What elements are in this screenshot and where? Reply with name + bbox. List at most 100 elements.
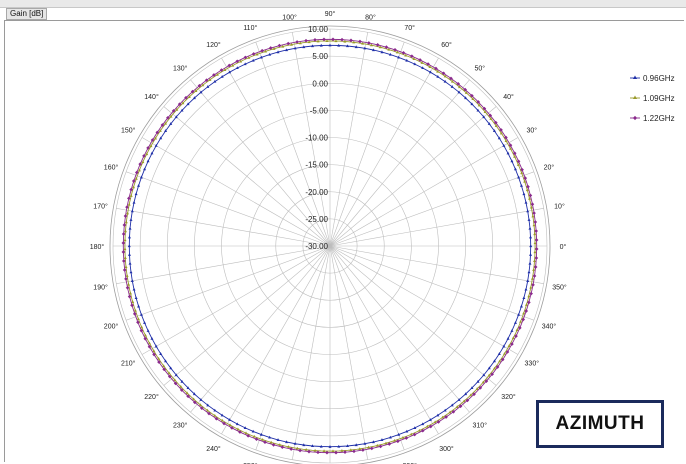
series-marker: [154, 143, 158, 147]
series-marker: [455, 405, 459, 408]
grid-spoke: [329, 57, 439, 247]
series-marker: [458, 85, 462, 89]
series-marker: [343, 39, 347, 43]
series-marker: [132, 287, 136, 291]
series-marker: [180, 108, 184, 112]
grid-spoke: [125, 171, 331, 247]
grid-spoke: [329, 208, 544, 247]
series-marker: [175, 107, 179, 111]
series-marker: [171, 109, 176, 113]
series-marker: [487, 122, 491, 125]
series-marker: [150, 151, 154, 155]
series-marker: [470, 386, 474, 390]
series-marker: [510, 329, 514, 332]
series-0.96GHz: [127, 43, 533, 448]
series-marker: [319, 444, 323, 448]
series-marker: [146, 159, 150, 163]
series-marker: [421, 66, 425, 70]
grid-spoke: [163, 106, 331, 247]
series-marker: [531, 214, 535, 218]
series-marker: [136, 317, 140, 321]
angle-tick-label: 190°: [93, 283, 108, 291]
series-marker: [263, 440, 267, 445]
series-marker: [152, 349, 156, 353]
series-marker: [401, 435, 405, 439]
series-marker: [313, 38, 317, 42]
series-marker: [475, 387, 479, 390]
series-marker: [533, 241, 537, 245]
series-marker: [490, 372, 494, 377]
series-marker: [492, 359, 496, 363]
angle-tick-label: 290°: [402, 462, 417, 464]
legend-label: 0.96GHz: [643, 74, 675, 83]
series-1.09GHz: [123, 39, 537, 453]
series-marker: [134, 296, 138, 300]
series-marker: [443, 79, 447, 83]
series-marker: [238, 430, 242, 434]
series-marker: [481, 380, 485, 384]
angle-tick-label: 50°: [474, 65, 485, 73]
series-marker: [244, 431, 248, 435]
series-marker: [349, 38, 353, 43]
series-marker: [528, 197, 532, 200]
series-marker: [129, 194, 133, 197]
series-marker: [131, 300, 135, 304]
series-marker: [378, 444, 383, 449]
angle-tick-label: 20°: [544, 163, 555, 171]
series-marker: [213, 408, 217, 412]
series-marker: [448, 410, 452, 414]
series-marker: [222, 421, 226, 426]
angle-tick-label: 150°: [121, 127, 136, 135]
series-marker: [520, 167, 524, 172]
series-marker: [464, 96, 468, 100]
series-marker: [369, 43, 373, 47]
series-marker: [517, 312, 521, 316]
series-marker: [532, 223, 536, 227]
series-marker: [441, 71, 446, 76]
series-marker: [502, 344, 506, 348]
series-marker: [420, 61, 424, 64]
grid-spoke: [221, 245, 331, 435]
angle-tick-label: 350°: [552, 283, 567, 291]
series-marker: [477, 103, 481, 107]
series-marker: [471, 97, 475, 101]
grid-spoke: [329, 245, 535, 321]
series-marker: [349, 448, 353, 452]
series-marker: [343, 450, 347, 454]
series-marker: [127, 294, 132, 299]
series-marker: [404, 53, 408, 57]
series-marker: [513, 321, 517, 324]
angle-tick-label: 160°: [104, 163, 119, 171]
series-marker: [243, 55, 248, 60]
radial-tick-label: -25.00: [305, 215, 328, 224]
series-marker: [285, 48, 289, 52]
series-marker: [387, 442, 392, 446]
grid-spoke: [329, 79, 470, 247]
grid-spoke: [329, 245, 497, 386]
series-marker: [409, 432, 413, 436]
series-marker: [482, 373, 486, 377]
series-marker: [319, 43, 323, 47]
series-marker: [462, 399, 466, 403]
series-marker: [531, 283, 535, 287]
series-marker: [143, 333, 147, 337]
series-marker: [523, 179, 527, 183]
series-marker: [293, 441, 297, 445]
series-marker: [162, 364, 166, 368]
series-marker: [395, 50, 399, 54]
series-marker: [123, 238, 127, 242]
series-marker: [159, 352, 163, 355]
series-marker: [235, 66, 239, 70]
series-marker: [533, 265, 538, 269]
series-marker: [199, 406, 204, 410]
series-marker: [201, 83, 205, 87]
legend-marker: [633, 75, 637, 79]
series-marker: [340, 37, 344, 42]
series-marker: [358, 447, 362, 450]
series-marker: [192, 96, 196, 100]
series-marker: [494, 124, 498, 128]
series-marker: [413, 426, 417, 430]
radial-tick-label: -5.00: [310, 106, 329, 115]
series-marker: [510, 342, 514, 346]
series-marker: [504, 135, 508, 140]
